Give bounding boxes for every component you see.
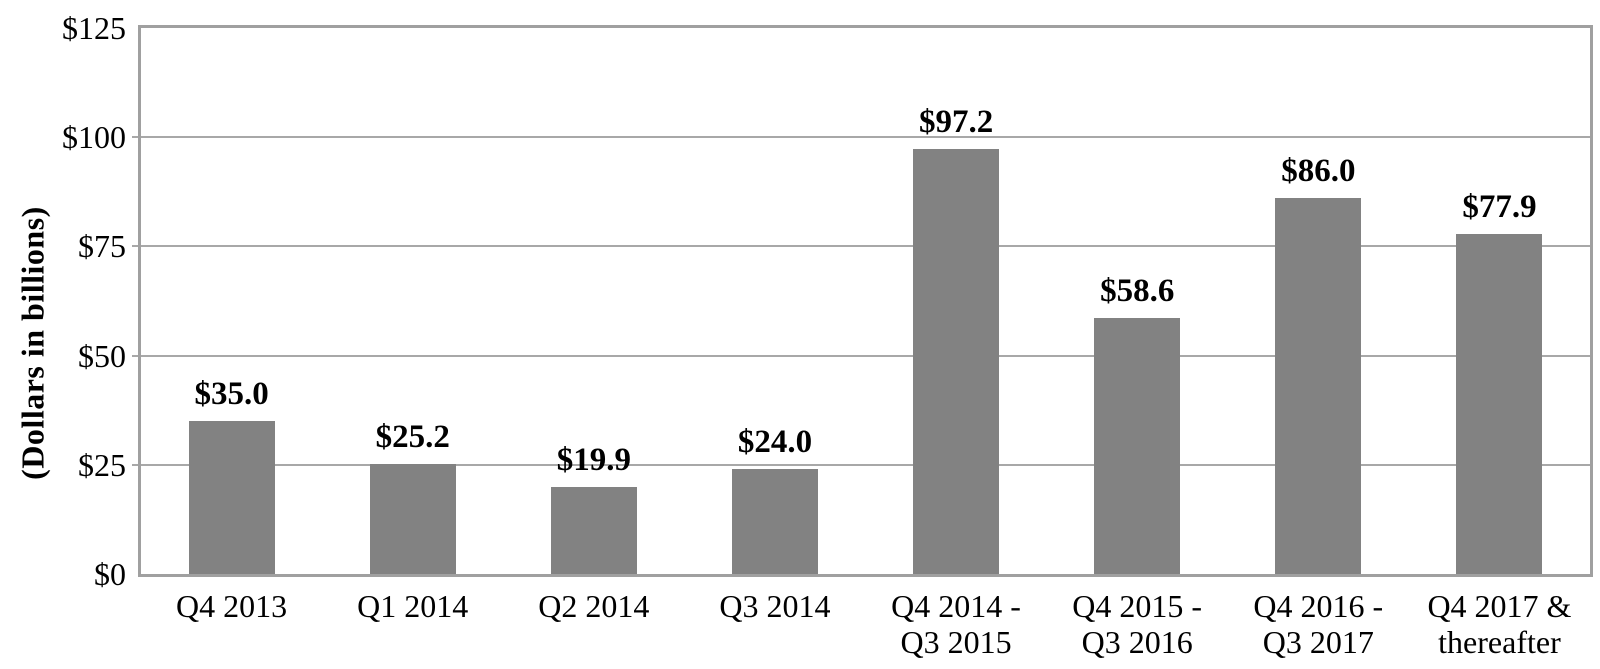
- y-tick-label: $75: [78, 228, 126, 265]
- bar-value-label: $35.0: [194, 376, 269, 413]
- gridline: [141, 245, 1590, 248]
- y-tick-label: $0: [94, 556, 126, 592]
- bar: [1456, 233, 1543, 574]
- gridline: [141, 136, 1590, 139]
- x-tick-label: Q4 2013: [176, 588, 288, 624]
- bar: [188, 421, 275, 574]
- bar: [369, 463, 456, 574]
- axis-tick: [132, 136, 139, 139]
- axis-tick: [132, 354, 139, 357]
- bar: [731, 469, 818, 574]
- x-tick-label: Q1 2014: [357, 588, 469, 624]
- bar-value-label: $24.0: [737, 424, 813, 461]
- gridline: [141, 354, 1590, 357]
- y-tick-label: $100: [62, 119, 126, 156]
- bar: [913, 149, 1000, 574]
- y-tick-label: $25: [78, 446, 126, 483]
- x-tick-label: Q4 2016 - Q3 2017: [1253, 588, 1384, 660]
- bar: [1275, 198, 1362, 574]
- y-tick-label: $125: [62, 10, 126, 46]
- bar-value-label: $25.2: [375, 418, 450, 455]
- x-tick-label: Q4 2014 - Q3 2015: [891, 588, 1021, 660]
- x-tick-label: Q3 2014: [719, 588, 831, 624]
- x-tick-label: Q4 2017 & thereafter: [1427, 588, 1572, 660]
- axis-tick: [132, 463, 139, 466]
- y-tick-label: $50: [78, 337, 126, 374]
- bar-value-label: $86.0: [1281, 153, 1356, 190]
- plot-area: $35.0 $25.2 $19.9 $24.0 $97.2 $58.6 $86.0 $77.9: [138, 25, 1593, 577]
- axis-tick: [132, 245, 139, 248]
- bar-value-label: $97.2: [918, 104, 994, 141]
- bar: [550, 487, 637, 574]
- bar-value-label: $58.6: [1100, 273, 1175, 310]
- bar-value-label: $19.9: [556, 442, 631, 479]
- bar: [1094, 318, 1181, 574]
- x-tick-label: Q4 2015 - Q3 2016: [1072, 588, 1203, 660]
- bar-value-label: $77.9: [1462, 188, 1537, 225]
- x-tick-label: Q2 2014: [538, 588, 650, 624]
- x-axis-labels: Q4 2013 Q1 2014 Q2 2014 Q3 2014 Q4 2014 - Q3 …: [141, 588, 1590, 666]
- gridline: [141, 463, 1590, 466]
